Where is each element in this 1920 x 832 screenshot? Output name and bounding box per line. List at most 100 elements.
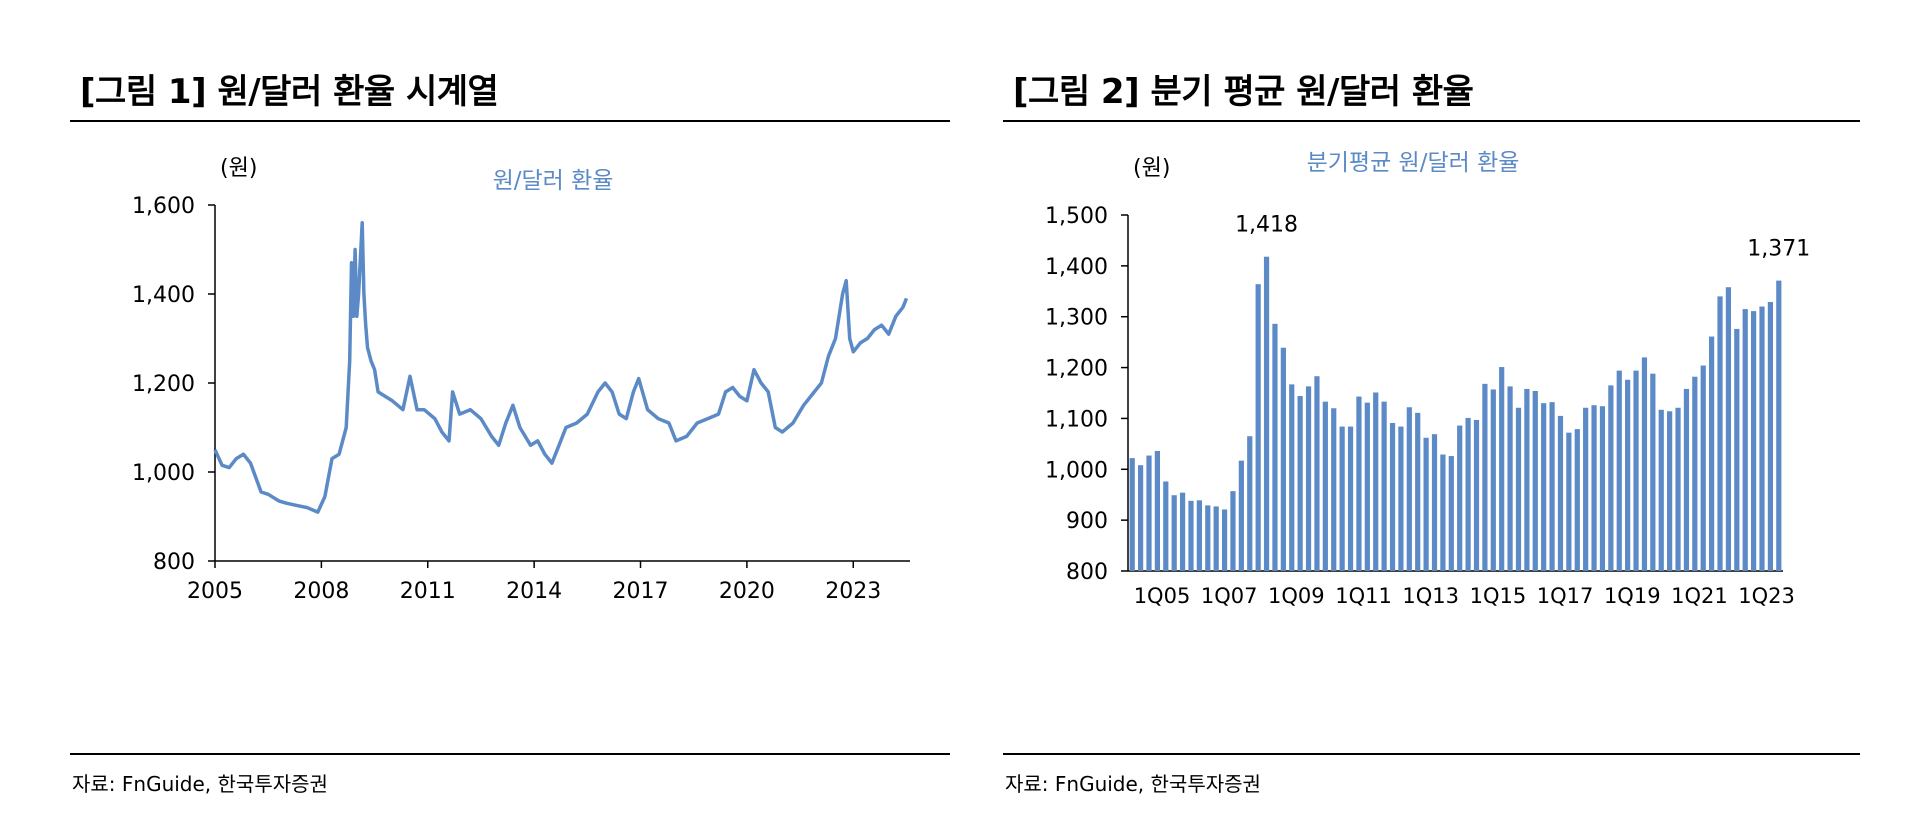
bar — [1280, 347, 1286, 571]
x-tick-label: 2020 — [719, 579, 775, 604]
figure-2-source: 자료: FnGuide, 한국투자증권 — [1005, 772, 1261, 796]
x-tick-label: 2014 — [506, 579, 562, 604]
bar — [1465, 417, 1471, 571]
bar — [1381, 401, 1387, 571]
x-tick-label: 1Q23 — [1738, 584, 1795, 608]
bar — [1347, 426, 1354, 571]
figure-2-panel: [그림 2] 분기 평균 원/달러 환율 (원) 분기평균 원/달러 환율 800 9… — [1003, 0, 1860, 832]
bar — [1549, 402, 1555, 571]
bar — [1709, 336, 1715, 571]
bar — [1389, 423, 1396, 571]
x-tick-label: 2005 — [187, 579, 243, 604]
figure-1-top-rule — [70, 120, 950, 122]
y-tick-label: 1,400 — [132, 283, 195, 308]
bar — [1196, 500, 1202, 571]
chart-1-title: 원/달러 환율 — [493, 168, 614, 194]
chart-2-title: 분기평균 원/달러 환율 — [1307, 150, 1520, 176]
bar — [1742, 309, 1748, 571]
bar — [1490, 389, 1496, 571]
bar — [1263, 256, 1270, 571]
bar — [1641, 357, 1648, 571]
figure-2-title: [그림 2] 분기 평균 원/달러 환율 — [1013, 72, 1474, 112]
data-label: 1,418 — [1235, 213, 1298, 238]
bar — [1238, 460, 1244, 571]
bar — [1675, 407, 1681, 571]
bar — [1658, 409, 1664, 571]
y-tick-label: 900 — [1066, 509, 1108, 534]
bar — [1583, 407, 1589, 571]
bar — [1717, 296, 1723, 571]
bar — [1650, 373, 1656, 571]
bar — [1398, 426, 1404, 571]
bar — [1725, 287, 1732, 571]
figure-1-source: 자료: FnGuide, 한국투자증권 — [72, 772, 328, 796]
bar — [1297, 396, 1303, 571]
exchange-rate-line — [213, 221, 909, 514]
bar — [1331, 408, 1337, 571]
bar — [1700, 365, 1706, 571]
y-tick-label: 1,600 — [132, 194, 195, 219]
bar — [1272, 323, 1278, 571]
figure-1-panel: [그림 1] 원/달러 환율 시계열 (원) 원/달러 환율 800 1,000 1,2… — [70, 0, 950, 832]
bar — [1574, 429, 1580, 571]
bar — [1356, 396, 1362, 571]
bar — [1599, 406, 1606, 571]
bar — [1163, 481, 1169, 571]
y-tick-label: 1,200 — [132, 372, 195, 397]
bar — [1541, 403, 1547, 571]
x-tick-label: 2023 — [825, 579, 881, 604]
bar — [1776, 280, 1782, 571]
x-tick-label: 1Q05 — [1134, 584, 1191, 608]
data-label: 1,371 — [1747, 237, 1810, 262]
y-tick-label: 1,300 — [1045, 306, 1108, 331]
y-tick-label: 1,100 — [1045, 407, 1108, 432]
bar — [1364, 402, 1370, 571]
figure-2-bottom-rule — [1003, 753, 1860, 755]
bar — [1448, 456, 1454, 571]
x-tick-label: 1Q09 — [1268, 584, 1325, 608]
bar — [1188, 500, 1194, 571]
bar — [1524, 388, 1530, 571]
x-tick-label: 2017 — [613, 579, 669, 604]
bar — [1423, 437, 1429, 571]
y-tick-label: 1,500 — [1045, 204, 1108, 229]
y-tick-label: 800 — [1066, 560, 1108, 585]
y-tick-label: 1,200 — [1045, 357, 1108, 382]
figure-1-title: [그림 1] 원/달러 환율 시계열 — [80, 72, 499, 112]
bar — [1255, 284, 1261, 571]
bar — [1129, 458, 1135, 571]
bar — [1473, 419, 1480, 571]
bar — [1415, 412, 1421, 571]
bar — [1406, 407, 1412, 571]
bar — [1205, 505, 1211, 571]
bar — [1230, 491, 1236, 571]
x-tick-label: 1Q13 — [1402, 584, 1459, 608]
bar — [1457, 425, 1463, 571]
bar — [1767, 301, 1774, 571]
bar — [1566, 432, 1572, 571]
y-axis-unit-label: (원) — [220, 156, 257, 181]
y-axis-unit-label: (원) — [1133, 156, 1170, 181]
x-tick-label: 1Q11 — [1335, 584, 1392, 608]
bar — [1616, 370, 1622, 571]
bar — [1154, 450, 1160, 571]
bar — [1221, 509, 1228, 571]
y-tick-label: 1,000 — [132, 461, 195, 486]
bar — [1431, 434, 1438, 571]
x-tick-label: 1Q21 — [1671, 584, 1728, 608]
line-chart: (원) 원/달러 환율 800 1,000 1,200 1,400 1,600 2005 200… — [132, 156, 910, 604]
bar — [1507, 386, 1513, 571]
bar — [1440, 454, 1446, 571]
bar-chart: (원) 분기평균 원/달러 환율 800 900 1,000 1,100 1,200 1,30… — [1045, 150, 1810, 608]
bar — [1373, 392, 1379, 571]
bar — [1137, 465, 1144, 571]
figure-1-bottom-rule — [70, 753, 950, 755]
bar — [1734, 328, 1740, 571]
bar — [1171, 495, 1177, 571]
bar — [1557, 415, 1564, 571]
bar — [1532, 390, 1538, 571]
x-tick-label: 1Q17 — [1537, 584, 1594, 608]
x-tick-label: 1Q07 — [1201, 584, 1258, 608]
bar — [1146, 455, 1152, 571]
bar — [1759, 306, 1765, 571]
